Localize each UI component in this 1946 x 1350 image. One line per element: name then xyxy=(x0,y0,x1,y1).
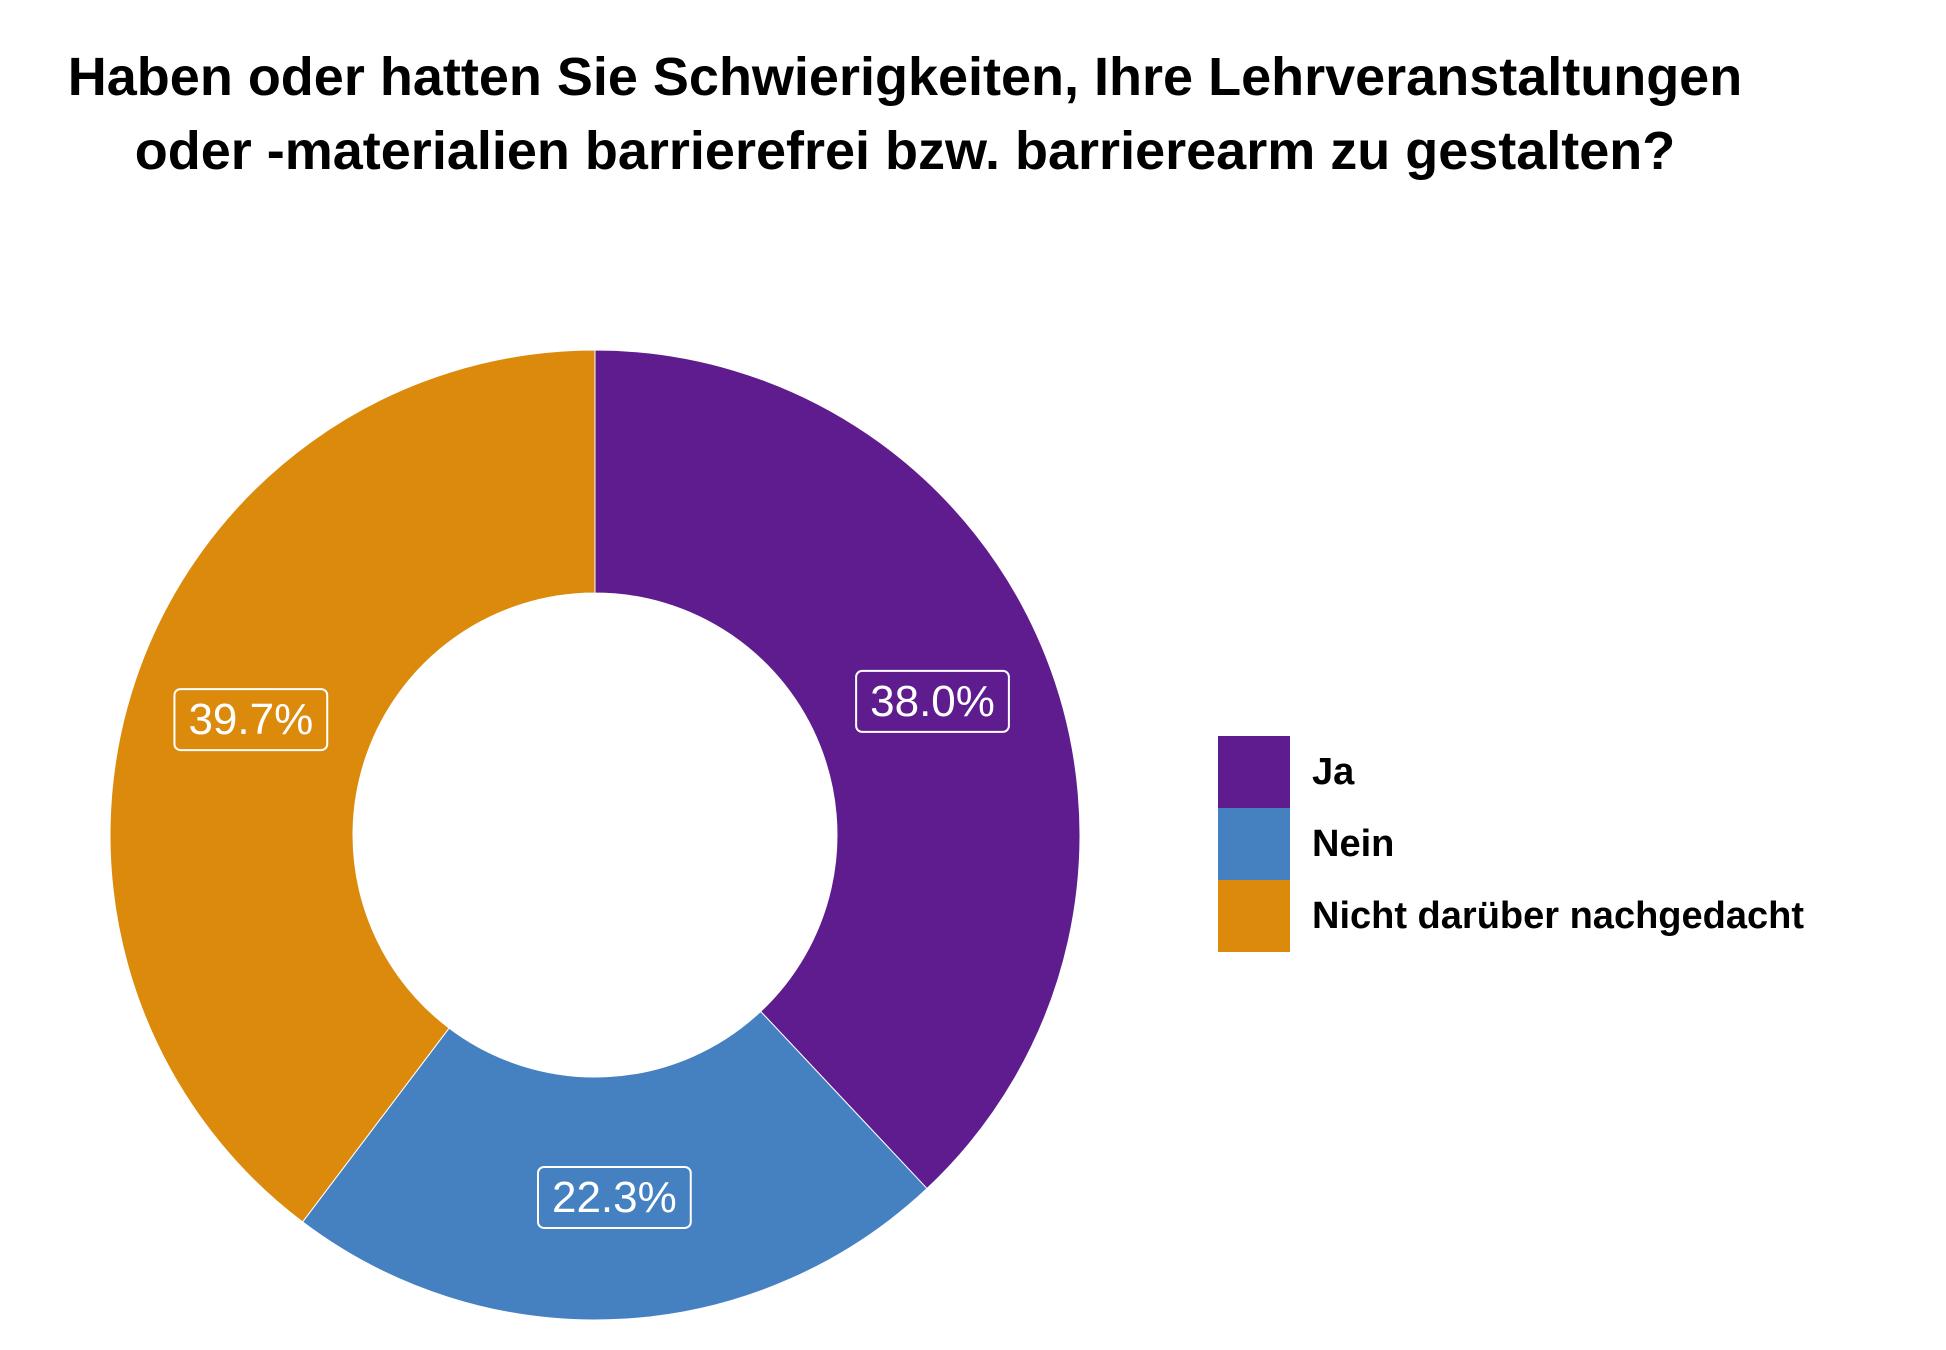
legend-swatch-nein xyxy=(1218,808,1290,880)
chart-title-line-1: Haben oder hatten Sie Schwierigkeiten, I… xyxy=(67,47,1743,107)
legend: Ja Nein Nicht darüber nachgedacht xyxy=(1218,736,1804,952)
legend-swatch-ja xyxy=(1218,736,1290,808)
slice-label-text-nicht-darueber-nachgedacht: 39.7% xyxy=(188,695,313,744)
donut-slice-nicht-darueber-nachgedacht xyxy=(109,349,596,1223)
slice-label-nein: 22.3% xyxy=(536,1165,692,1229)
legend-item-nicht-darueber-nachgedacht: Nicht darüber nachgedacht xyxy=(1218,880,1804,952)
chart-title: Haben oder hatten Sie Schwierigkeiten, I… xyxy=(0,40,1810,188)
slice-label-frame-nein xyxy=(536,1165,692,1229)
slice-label-text-nein: 22.3% xyxy=(552,1173,677,1222)
legend-swatch-nicht-darueber-nachgedacht xyxy=(1218,880,1290,952)
slice-label-nicht-darueber-nachgedacht: 39.7% xyxy=(173,688,329,752)
donut-slice-nein xyxy=(301,1010,928,1321)
slice-label-frame-nicht-darueber-nachgedacht xyxy=(173,688,329,752)
legend-item-ja: Ja xyxy=(1218,736,1804,808)
donut-slice-ja xyxy=(594,349,1081,1190)
chart-title-line-2: oder -materialien barrierefrei bzw. barr… xyxy=(134,121,1676,181)
slice-label-frame-ja xyxy=(855,669,1010,733)
slice-label-ja: 38.0% xyxy=(855,669,1010,733)
legend-label-ja: Ja xyxy=(1312,750,1355,793)
donut-slice-labels: 38.0% 22.3% 39.7% xyxy=(173,669,1010,1229)
legend-label-nicht-darueber-nachgedacht: Nicht darüber nachgedacht xyxy=(1312,894,1804,937)
legend-label-nein: Nein xyxy=(1312,822,1395,865)
donut-slices xyxy=(109,349,1081,1321)
slice-label-text-ja: 38.0% xyxy=(870,677,995,726)
legend-item-nein: Nein xyxy=(1218,808,1804,880)
